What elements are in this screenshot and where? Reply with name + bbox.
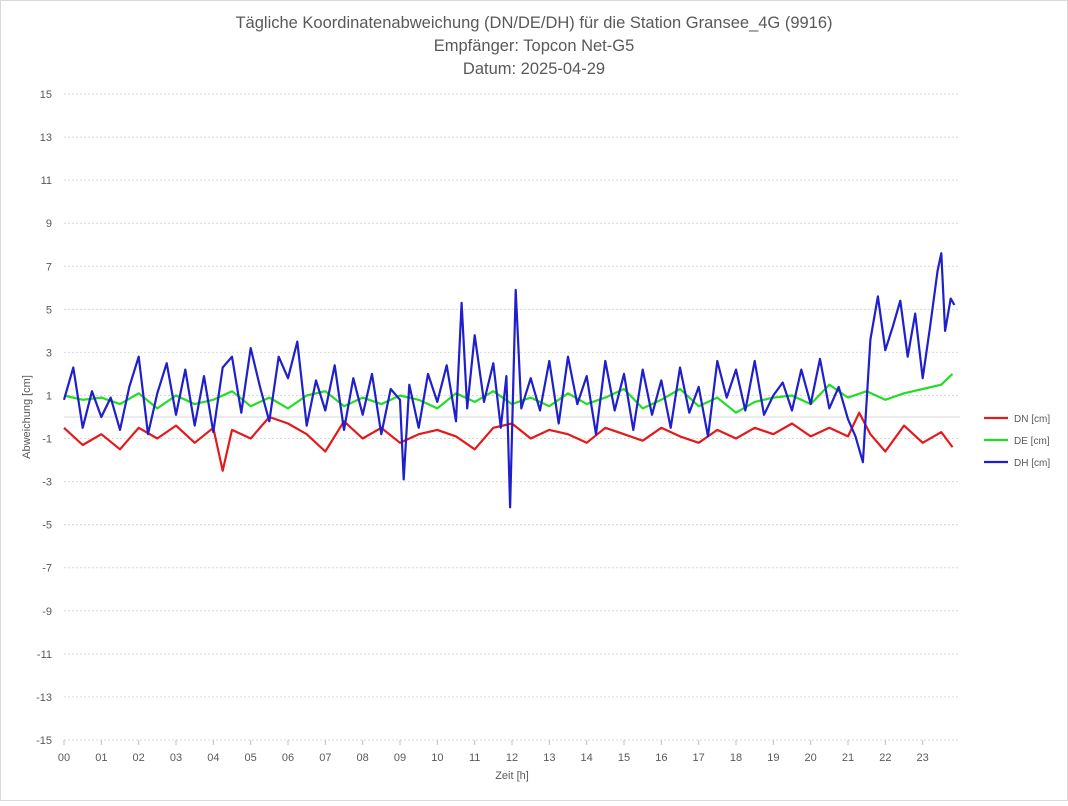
x-tick-label: 19 xyxy=(767,752,779,764)
y-tick-label: 1 xyxy=(46,390,52,402)
x-tick-label: 12 xyxy=(506,752,518,764)
y-tick-label: -5 xyxy=(42,520,52,532)
y-tick-label: -15 xyxy=(36,735,52,747)
title-line-2: Empfänger: Topcon Net-G5 xyxy=(434,37,635,55)
series-line-dh xyxy=(62,252,956,509)
y-tick-label: 3 xyxy=(46,347,52,359)
x-tick-label: 05 xyxy=(245,752,257,764)
y-tick-label: 5 xyxy=(46,304,52,316)
y-tick-label: 13 xyxy=(40,132,52,144)
title-line-1: Tägliche Koordinatenabweichung (DN/DE/DH… xyxy=(235,14,832,32)
x-tick-label: 22 xyxy=(879,752,891,764)
y-tick-label: -1 xyxy=(42,434,52,446)
x-tick-label: 18 xyxy=(730,752,742,764)
x-tick-label: 11 xyxy=(469,752,480,764)
title-line-3: Datum: 2025-04-29 xyxy=(463,60,605,78)
x-tick-label: 14 xyxy=(581,752,593,764)
y-tick-label: 15 xyxy=(40,89,52,101)
x-tick-labels: 00 01 02 03 04 05 06 07 08 09 10 11 12 13 14 15 16 17 18 19… xyxy=(58,740,929,764)
x-tick-label: 20 xyxy=(805,752,817,764)
x-tick-label: 13 xyxy=(543,752,555,764)
y-tick-label: 9 xyxy=(46,218,52,230)
y-tick-label: 7 xyxy=(46,261,52,273)
y-tick-label: -11 xyxy=(37,649,52,661)
x-tick-label: 03 xyxy=(170,752,182,764)
y-axis-label: Abweichung [cm] xyxy=(21,375,33,459)
x-tick-label: 00 xyxy=(58,752,70,764)
legend-label: DN [cm] xyxy=(1014,414,1050,425)
x-tick-label: 09 xyxy=(394,752,406,764)
y-tick-label: -3 xyxy=(42,477,52,489)
x-tick-label: 02 xyxy=(133,752,145,764)
legend-label: DE [cm] xyxy=(1014,436,1050,447)
y-tick-labels: 15 13 11 9 7 5 3 1 -1 -3 -5 -7 -9 -11 -13 -15 xyxy=(36,89,52,747)
y-tick-label: -13 xyxy=(36,692,52,704)
x-tick-label: 17 xyxy=(693,752,705,764)
legend-label: DH [cm] xyxy=(1014,458,1050,469)
x-axis-label: Zeit [h] xyxy=(495,770,529,782)
x-tick-label: 10 xyxy=(431,752,443,764)
x-tick-label: 06 xyxy=(282,752,294,764)
chart-title: Tägliche Koordinatenabweichung (DN/DE/DH… xyxy=(235,14,832,78)
x-tick-label: 04 xyxy=(207,752,219,764)
x-tick-label: 08 xyxy=(357,752,369,764)
x-tick-label: 23 xyxy=(917,752,929,764)
y-tick-label: -7 xyxy=(42,563,52,575)
x-tick-label: 07 xyxy=(319,752,331,764)
x-tick-label: 16 xyxy=(655,752,667,764)
x-tick-label: 15 xyxy=(618,752,630,764)
legend: DN [cm] DE [cm] DH [cm] xyxy=(984,414,1050,469)
series-lines xyxy=(62,252,956,509)
y-tick-label: 11 xyxy=(41,175,52,187)
x-tick-label: 21 xyxy=(842,752,854,764)
y-tick-label: -9 xyxy=(42,606,52,618)
x-tick-label: 01 xyxy=(95,752,107,764)
